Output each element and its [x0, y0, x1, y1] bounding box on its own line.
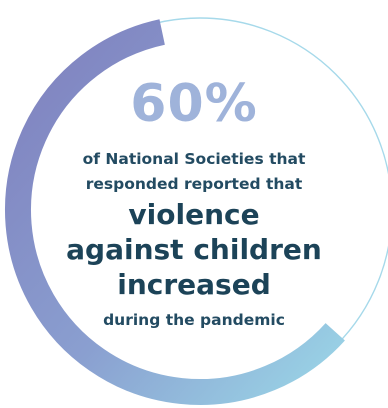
caption-emphasis-1: violence: [128, 198, 260, 231]
caption-line-2: responded reported that: [85, 175, 303, 193]
caption-line-1: of National Societies that: [82, 150, 306, 168]
caption-emphasis-2: against children: [66, 233, 322, 266]
percent-arc: [5, 19, 345, 405]
caption-line-3: during the pandemic: [103, 311, 285, 329]
caption-emphasis-3: increased: [117, 268, 271, 301]
percent-value: 60%: [130, 74, 258, 134]
